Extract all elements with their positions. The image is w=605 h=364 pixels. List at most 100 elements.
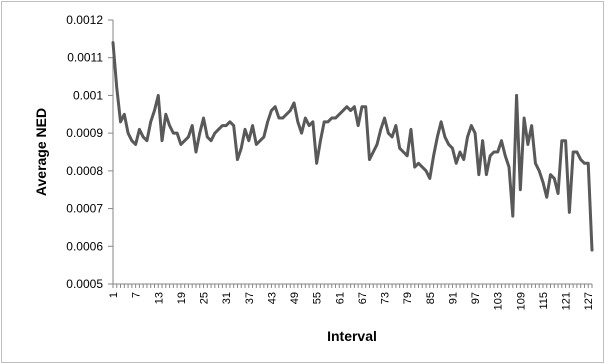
data-point	[406, 154, 408, 157]
x-tick-label: 91	[447, 292, 459, 304]
data-point	[534, 162, 537, 165]
x-tick-label: 85	[425, 292, 437, 304]
data-point	[508, 166, 510, 168]
y-tick-label: 0.0006	[66, 239, 103, 253]
data-point	[455, 162, 458, 165]
data-point	[342, 109, 344, 112]
data-point	[183, 139, 186, 142]
data-point	[462, 158, 465, 161]
data-point	[297, 121, 299, 123]
data-point	[478, 173, 480, 176]
series-line	[111, 41, 594, 252]
data-point	[323, 121, 326, 123]
x-tick-label: 61	[334, 292, 346, 304]
data-point	[225, 124, 227, 127]
x-tick-label: 43	[266, 292, 278, 304]
data-point	[519, 188, 522, 191]
data-point	[587, 162, 590, 165]
data-point	[115, 87, 118, 89]
x-tick-label: 31	[221, 292, 233, 304]
data-point	[564, 139, 567, 142]
y-axis: 0.0005 0.0006 0.0007 0.0008 0.0009 0.001 0.001…	[66, 13, 114, 291]
data-point	[383, 117, 386, 119]
data-point	[191, 124, 194, 127]
data-point	[500, 139, 503, 142]
data-point	[489, 154, 491, 157]
data-point	[395, 124, 397, 127]
x-tick-label: 55	[312, 292, 324, 304]
data-point	[142, 136, 144, 138]
data-point	[346, 105, 348, 108]
data-point	[270, 109, 273, 112]
y-tick-label: 0.0012	[66, 13, 103, 27]
data-point	[387, 132, 390, 134]
data-point	[123, 113, 126, 116]
data-point	[572, 151, 574, 153]
data-point	[330, 117, 333, 119]
data-point	[444, 136, 446, 138]
data-point	[244, 128, 246, 131]
data-point	[568, 211, 571, 214]
data-point	[247, 139, 250, 142]
x-axis: 1 7 13 19 25 31 37 43 49 55 61 67 73 79 85 91 97 103 109 11…	[108, 283, 595, 310]
x-tick-label: 79	[402, 292, 414, 304]
data-point	[515, 94, 518, 97]
x-tick-label: 37	[244, 292, 256, 304]
data-point	[481, 139, 484, 142]
data-point	[153, 109, 156, 112]
data-point	[451, 147, 454, 150]
data-point	[436, 136, 439, 138]
data-point	[557, 192, 559, 195]
data-point	[511, 215, 514, 217]
data-point	[549, 173, 552, 176]
data-point	[485, 173, 488, 176]
y-axis-title: Average NED	[33, 108, 49, 196]
x-tick-label: 109	[515, 292, 527, 310]
data-point	[527, 143, 529, 146]
data-point	[538, 170, 540, 172]
data-point	[149, 121, 152, 123]
data-point	[274, 105, 276, 108]
data-point	[425, 170, 427, 172]
data-point	[432, 154, 435, 157]
data-point	[198, 132, 201, 134]
x-axis-title: Interval	[327, 328, 377, 344]
data-point	[293, 102, 295, 104]
data-point	[263, 136, 265, 138]
data-point	[349, 109, 352, 112]
x-tick-label: 67	[357, 292, 369, 304]
data-point	[470, 124, 473, 127]
data-point	[553, 177, 556, 180]
data-point	[579, 158, 582, 161]
x-tick-label: 13	[153, 292, 165, 304]
data-point	[146, 139, 148, 142]
data-point	[398, 147, 401, 150]
data-point	[429, 177, 431, 180]
y-tick-label: 0.0007	[66, 202, 103, 216]
data-point	[172, 132, 175, 134]
data-point	[368, 158, 371, 161]
data-point	[496, 151, 499, 153]
data-point	[474, 132, 476, 134]
data-point	[131, 139, 133, 142]
data-point	[127, 132, 129, 134]
data-point	[504, 154, 507, 157]
x-tick-label: 73	[380, 292, 392, 304]
data-point	[583, 162, 586, 165]
data-point	[281, 117, 284, 119]
data-point	[376, 143, 378, 146]
data-point	[157, 94, 160, 97]
data-point	[327, 121, 329, 123]
data-point	[187, 136, 190, 138]
x-tick-label: 25	[199, 292, 211, 304]
data-point	[312, 121, 314, 123]
data-point	[214, 132, 216, 134]
data-point	[134, 143, 137, 146]
data-point	[240, 147, 243, 150]
data-point	[236, 158, 239, 161]
y-tick-label: 0.0009	[66, 126, 103, 140]
data-point	[523, 117, 525, 119]
data-point	[591, 249, 593, 251]
data-point	[410, 128, 412, 131]
